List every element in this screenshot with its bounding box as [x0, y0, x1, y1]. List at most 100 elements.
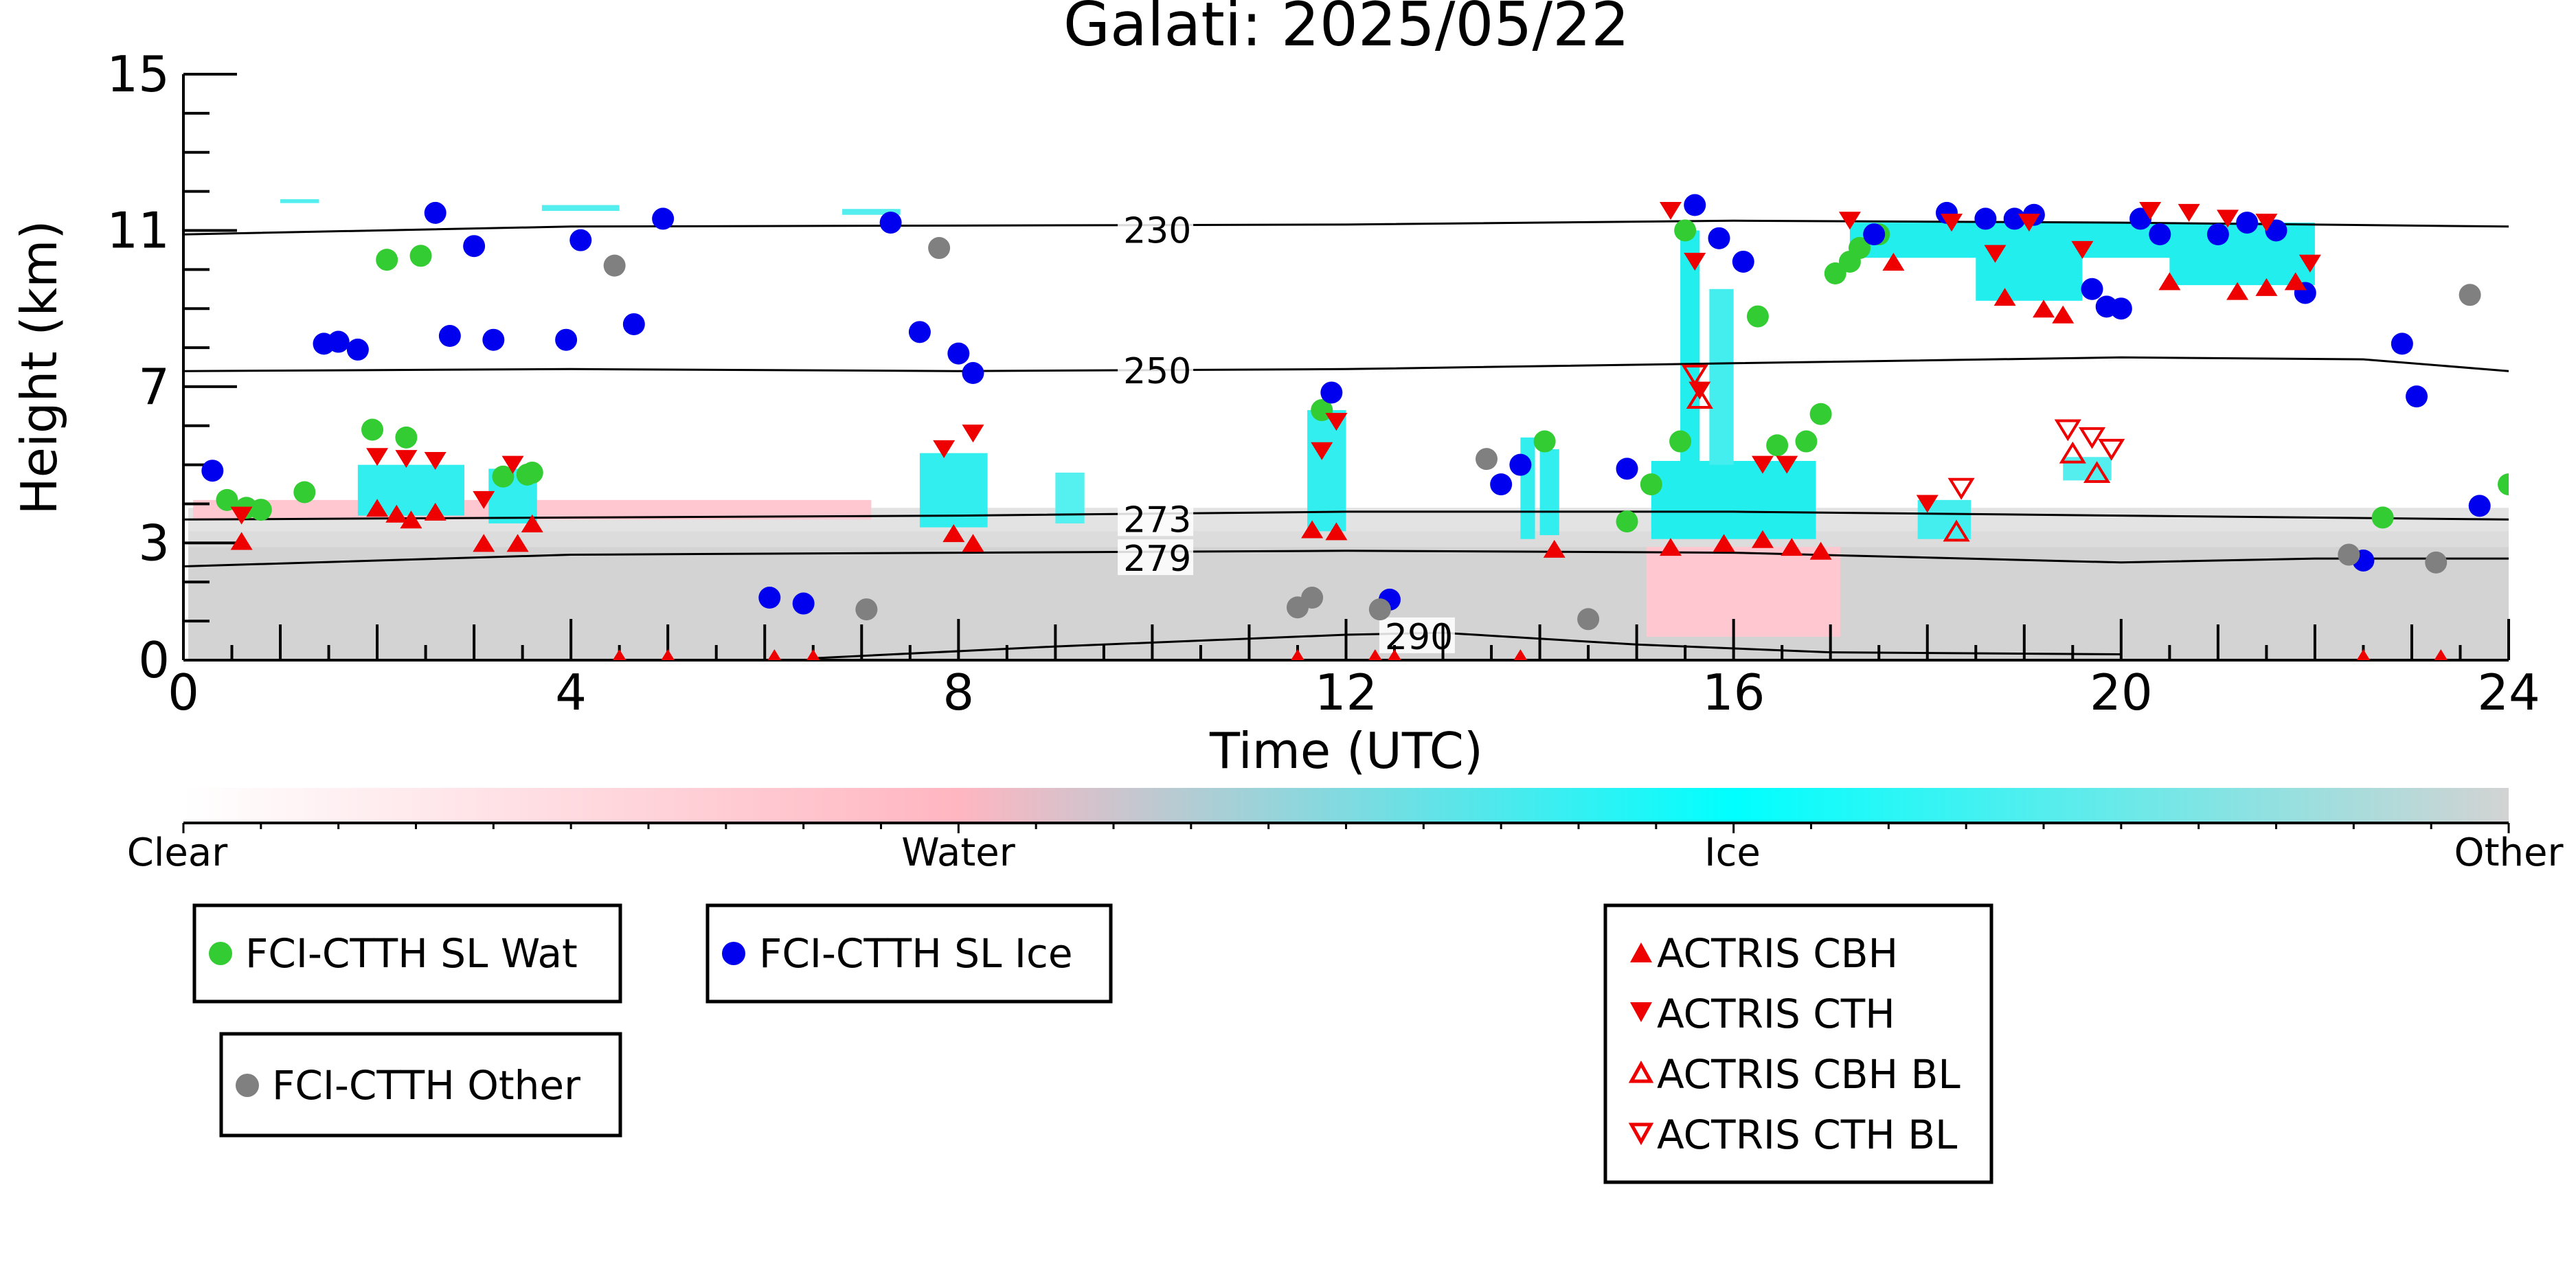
fci-ctth-sl-ice-point — [463, 235, 486, 258]
actris-cbh-point — [2356, 649, 2371, 660]
fci-ctth-sl-wat-point — [1640, 473, 1662, 496]
x-tick-label: 0 — [168, 664, 199, 721]
actris-cth-bl-point — [1947, 477, 1975, 500]
legend-marker-cth-bl — [1628, 1122, 1654, 1146]
legend-marker-cbh-bl — [1628, 1060, 1654, 1083]
actris-cbh-point — [1301, 520, 1324, 539]
background-field — [188, 199, 2509, 660]
legend-label-wat: FCI-CTTH SL Wat — [245, 930, 578, 977]
fci-ctth-sl-wat-point — [2371, 506, 2394, 529]
fci-ctth-sl-ice-point — [482, 328, 505, 351]
fci-ctth-sl-ice-point — [2391, 332, 2413, 355]
fci-ctth-sl-ice-point — [1684, 194, 1706, 216]
actris-cbh-point — [1513, 649, 1528, 660]
fci-ctth-sl-wat-point — [409, 245, 432, 267]
actris-cth-point — [424, 451, 447, 470]
fci-ctth-other-point — [1301, 587, 1324, 609]
contour-230 — [183, 219, 2509, 236]
legend-marker-ice — [722, 942, 745, 965]
actris-cbh-point — [1659, 538, 1682, 556]
actris-cbh-point — [2226, 282, 2249, 300]
actris-cth-bl-point — [2098, 438, 2125, 461]
fci-ctth-sl-wat-point — [1669, 430, 1692, 453]
fci-ctth-sl-ice-point — [201, 460, 224, 482]
y-tick-label: 0 — [138, 631, 170, 689]
actris-cth-point — [366, 448, 389, 466]
fci-ctth-sl-ice-point — [758, 587, 781, 609]
actris-cbh-bl-point — [1686, 387, 1713, 409]
actris-cbh-point — [2284, 272, 2307, 291]
field-patch — [1307, 410, 1346, 532]
field-patch — [1520, 437, 1535, 539]
actris-cbh-point — [1543, 539, 1566, 558]
actris-cbh-point — [806, 649, 820, 660]
fci-ctth-other-point — [1577, 608, 1600, 631]
colorbar-ticks — [182, 823, 2510, 833]
fci-ctth-sl-ice-point — [622, 313, 645, 335]
fci-ctth-sl-wat-point — [216, 488, 238, 511]
actris-cbh-bl-point — [2083, 461, 2111, 484]
actris-cbh-point — [1781, 538, 1803, 556]
actris-cth-point — [2018, 214, 2040, 232]
fci-ctth-sl-wat-point — [2498, 473, 2509, 496]
actris-cth-point — [2071, 240, 2094, 259]
fci-ctth-sl-wat-point — [376, 249, 398, 271]
contour-279 — [183, 550, 2509, 567]
x-tick-label: 8 — [942, 664, 974, 721]
fci-ctth-sl-ice-point — [1732, 250, 1754, 273]
fci-ctth-sl-ice-point — [1320, 381, 1343, 404]
fci-ctth-sl-ice-point — [2149, 223, 2171, 246]
actris-cbh-point — [2158, 272, 2181, 291]
actris-cbh-point — [1809, 541, 1832, 560]
fci-ctth-sl-wat-point — [1616, 510, 1638, 533]
fci-ctth-other-point — [2459, 284, 2481, 306]
actris-cbh-point — [942, 524, 965, 543]
actris-cth-point — [1751, 455, 1774, 474]
legend-fci-ice: FCI-CTTH SL Ice — [705, 903, 1113, 1004]
actris-cth-point — [2255, 214, 2278, 232]
fci-ctth-sl-ice-point — [2129, 207, 2152, 230]
actris-cbh-point — [1291, 649, 1304, 660]
legend-fci-wat: FCI-CTTH SL Wat — [192, 903, 622, 1004]
legend-marker-cbh — [1630, 942, 1652, 962]
x-tick-label: 20 — [2090, 664, 2153, 721]
actris-cth-point — [1916, 495, 1939, 513]
actris-cth-point — [395, 450, 418, 468]
colorbar — [183, 788, 2509, 823]
actris-cth-point — [933, 440, 956, 458]
actris-cbh-point — [1993, 288, 2016, 306]
fci-ctth-sl-ice-point — [962, 362, 984, 385]
field-patch — [1055, 473, 1085, 523]
actris-cbh-point — [1368, 649, 1382, 660]
x-tick-label: 16 — [1702, 664, 1765, 721]
fci-ctth-sl-wat-point — [361, 418, 384, 441]
fci-ctth-sl-ice-point — [2236, 212, 2259, 234]
actris-cbh-point — [2255, 278, 2278, 296]
fci-ctth-sl-wat-point — [249, 499, 272, 521]
fci-ctth-sl-ice-point — [569, 229, 592, 251]
fci-ctth-sl-ice-point — [1708, 227, 1730, 249]
fci-ctth-sl-ice-point — [346, 338, 369, 361]
fci-ctth-other-point — [2425, 551, 2448, 574]
fci-ctth-sl-ice-point — [879, 212, 902, 234]
actris-cth-point — [2178, 203, 2200, 222]
colorbar-label-ice: Ice — [1704, 831, 1761, 875]
contour-label-bg — [1118, 500, 1194, 536]
x-tick-label: 4 — [555, 664, 587, 721]
actris-cth-point — [1325, 413, 1348, 431]
legend-marker-cth — [1630, 1002, 1652, 1022]
legend-label-cth: ACTRIS CTH — [1657, 991, 1895, 1037]
contour-label-230: 230 — [1123, 210, 1191, 251]
actris-cbh-point — [2052, 305, 2075, 324]
fci-ctth-sl-ice-point — [2406, 385, 2428, 408]
fci-ctth-sl-ice-point — [327, 330, 350, 353]
fci-ctth-other-point — [855, 598, 878, 621]
actris-cth-bl-point — [2078, 427, 2106, 449]
fci-ctth-sl-ice-point — [438, 325, 461, 348]
fci-ctth-other-point — [1368, 598, 1391, 621]
actris-cbh-point — [230, 532, 253, 550]
fci-ctth-sl-ice-point — [2468, 495, 2491, 517]
fci-ctth-sl-ice-point — [1974, 207, 1997, 230]
fci-ctth-sl-wat-point — [1849, 237, 1871, 260]
